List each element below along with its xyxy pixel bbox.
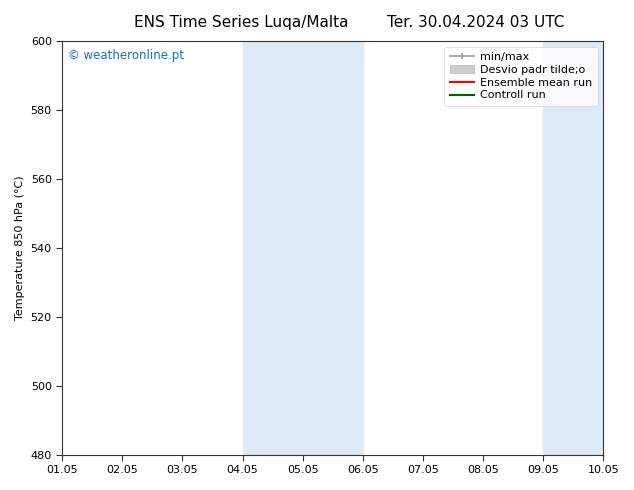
Bar <box>243 41 363 455</box>
Text: ENS Time Series Luqa/Malta: ENS Time Series Luqa/Malta <box>134 15 348 30</box>
Text: Ter. 30.04.2024 03 UTC: Ter. 30.04.2024 03 UTC <box>387 15 564 30</box>
Y-axis label: Temperature 850 hPa (°C): Temperature 850 hPa (°C) <box>15 175 25 320</box>
Legend: min/max, Desvio padr tilde;o, Ensemble mean run, Controll run: min/max, Desvio padr tilde;o, Ensemble m… <box>444 47 598 106</box>
Bar <box>543 41 603 455</box>
Text: © weatheronline.pt: © weatheronline.pt <box>68 49 184 62</box>
